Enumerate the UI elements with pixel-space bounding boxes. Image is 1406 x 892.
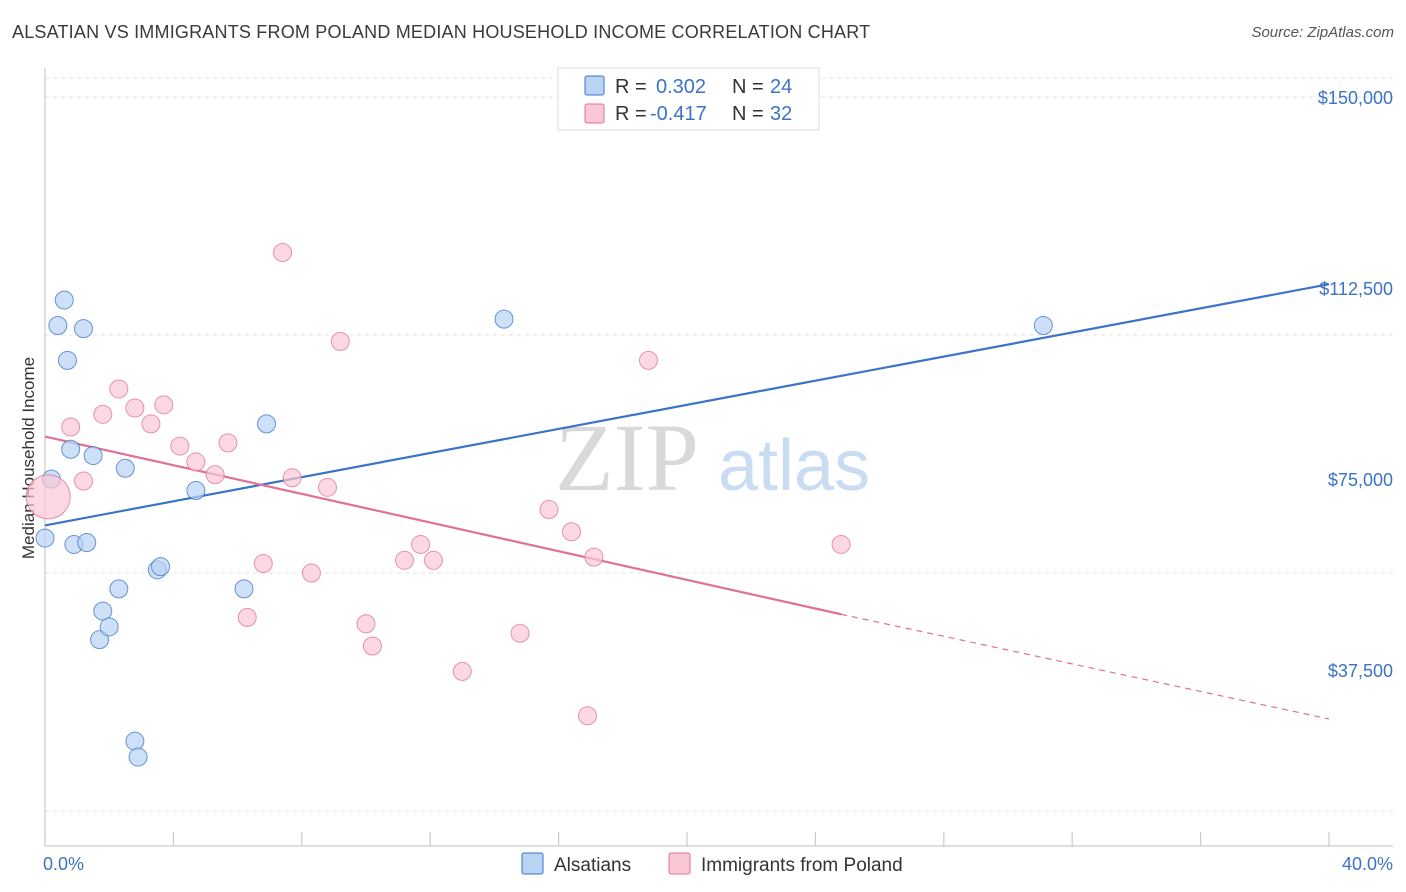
point-alsatians-22 <box>494 309 514 329</box>
point-poland-0 <box>25 474 71 520</box>
x-axis-max-label: 40.0% <box>1342 854 1393 874</box>
point-alsatians-12 <box>99 617 119 637</box>
legend-r-value-2: -0.417 <box>650 103 707 125</box>
point-alsatians-18 <box>151 557 171 577</box>
point-alsatians-3 <box>54 290 74 310</box>
point-alsatians-10 <box>90 630 110 650</box>
point-poland-16 <box>301 563 321 583</box>
point-poland-17 <box>317 477 337 497</box>
point-alsatians-7 <box>74 319 94 339</box>
bottom-legend-label-poland: Immigrants from Poland <box>701 855 903 876</box>
point-poland-20 <box>362 636 382 656</box>
point-alsatians-19 <box>186 480 206 500</box>
y-tick-labels: $150,000 $112,500 $75,000 $37,500 <box>1318 88 1393 681</box>
stats-legend: R = 0.302 N = 24 R = -0.417 N = 32 <box>557 67 820 131</box>
legend-r-label-2: R = <box>615 103 647 125</box>
point-poland-27 <box>561 522 581 542</box>
scatter-points <box>25 242 1053 767</box>
point-poland-5 <box>125 398 145 418</box>
point-poland-7 <box>154 395 174 415</box>
point-poland-15 <box>282 468 302 488</box>
point-alsatians-16 <box>128 747 148 767</box>
trend-line-poland-extrapolated <box>840 613 1330 720</box>
point-poland-9 <box>186 452 206 472</box>
bottom-legend-swatch-poland <box>668 852 691 875</box>
point-alsatians-14 <box>115 458 135 478</box>
x-axis-min-label: 0.0% <box>43 854 84 874</box>
point-poland-14 <box>273 242 293 262</box>
point-alsatians-11 <box>93 601 113 621</box>
point-poland-2 <box>74 471 94 491</box>
point-alsatians-9 <box>83 446 103 466</box>
legend-n-label-1: N = <box>732 76 764 98</box>
point-alsatians-2 <box>48 315 68 335</box>
trend-lines <box>44 283 1330 720</box>
legend-swatch-alsatians <box>584 75 605 96</box>
point-poland-8 <box>170 436 190 456</box>
watermark: ZIP atlas <box>555 404 870 511</box>
point-poland-23 <box>423 550 443 570</box>
trend-line-poland <box>44 435 842 616</box>
y-axis-title: Median Household Income <box>19 357 38 559</box>
point-alsatians-4 <box>57 350 77 370</box>
watermark-zip: ZIP <box>555 404 699 511</box>
point-alsatians-20 <box>234 579 254 599</box>
y-tick-112500: $112,500 <box>1319 279 1393 299</box>
point-poland-25 <box>510 623 530 643</box>
legend-n-value-1: 24 <box>770 76 792 98</box>
point-poland-13 <box>253 553 273 573</box>
y-tick-150000: $150,000 <box>1318 88 1393 108</box>
legend-n-label-2: N = <box>732 103 764 125</box>
watermark-atlas: atlas <box>718 426 870 506</box>
point-poland-6 <box>141 414 161 434</box>
legend-r-label-1: R = <box>615 76 647 98</box>
point-poland-24 <box>452 661 472 681</box>
y-tick-37500: $37,500 <box>1328 661 1393 681</box>
bottom-legend-swatch-alsatians <box>521 852 544 875</box>
x-axis-ticks <box>44 832 1330 846</box>
point-poland-19 <box>356 614 376 634</box>
point-poland-12 <box>237 607 257 627</box>
point-poland-26 <box>539 500 559 520</box>
bottom-legend-label-alsatians: Alsatians <box>554 855 631 876</box>
legend-swatch-poland <box>584 103 605 124</box>
point-poland-29 <box>584 547 604 567</box>
point-alsatians-15 <box>125 731 145 751</box>
point-alsatians-8 <box>77 533 97 553</box>
source-credit: Source: ZipAtlas.com <box>1251 24 1394 41</box>
point-poland-1 <box>61 417 81 437</box>
chart-title: ALSATIAN VS IMMIGRANTS FROM POLAND MEDIA… <box>12 22 871 42</box>
point-alsatians-21 <box>256 414 276 434</box>
point-poland-10 <box>205 465 225 485</box>
series-legend: Alsatians Immigrants from Poland <box>521 852 903 876</box>
point-poland-22 <box>411 534 431 554</box>
point-alsatians-23 <box>1033 315 1053 335</box>
point-poland-4 <box>109 379 129 399</box>
y-tick-75000: $75,000 <box>1328 470 1393 490</box>
point-alsatians-0 <box>35 528 55 548</box>
point-alsatians-5 <box>61 439 81 459</box>
point-alsatians-13 <box>109 579 129 599</box>
point-poland-11 <box>218 433 238 453</box>
point-poland-28 <box>577 706 597 726</box>
point-poland-18 <box>330 331 350 351</box>
legend-n-value-2: 32 <box>770 103 792 125</box>
legend-r-value-1: 0.302 <box>656 76 706 98</box>
point-poland-31 <box>831 534 851 554</box>
point-poland-3 <box>93 404 113 424</box>
point-poland-21 <box>395 550 415 570</box>
point-poland-30 <box>638 350 658 370</box>
